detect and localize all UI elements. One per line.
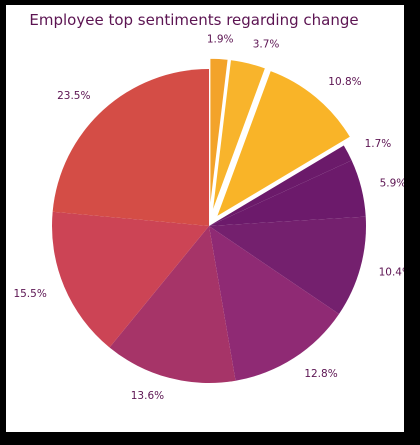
chart-title: Employee top sentiments regarding change: [29, 11, 358, 29]
pie-slice-5: [209, 160, 366, 226]
pie-label-3: 10.8%: [328, 76, 361, 88]
pie-label-6: 10.4%: [379, 266, 404, 278]
pie-label-10: 23.5%: [57, 90, 90, 102]
pie-chart: Employee top sentiments regarding change…: [13, 11, 404, 403]
pie-label-2: 3.7%: [253, 38, 280, 50]
pie-slice-10: [52, 69, 210, 226]
pie-slice-1: [208, 57, 230, 216]
pie-slice-2: [210, 58, 267, 216]
pie-label-5: 5.9%: [380, 177, 404, 189]
pie-labels: 1.9% 3.7% 10.8% 1.7% 5.9% 10.4% 12.8% 13.6% 15.5…: [13, 34, 404, 403]
pie-label-8: 13.6%: [131, 390, 164, 402]
pie-label-1: 1.9%: [207, 34, 234, 46]
pie-slice-9: [52, 211, 209, 348]
pie-slice-3: [214, 69, 352, 220]
pie-label-7: 12.8%: [304, 368, 337, 380]
pie-slice-7: [209, 226, 340, 381]
pie-slice-6: [209, 216, 366, 314]
pie-slice-8: [109, 226, 236, 383]
pie-slices: [52, 57, 366, 383]
pie-slice-4: [209, 145, 352, 226]
pie-label-9: 15.5%: [13, 288, 46, 300]
pie-label-4: 1.7%: [365, 138, 392, 150]
chart-figure: Employee top sentiments regarding change…: [6, 5, 404, 432]
